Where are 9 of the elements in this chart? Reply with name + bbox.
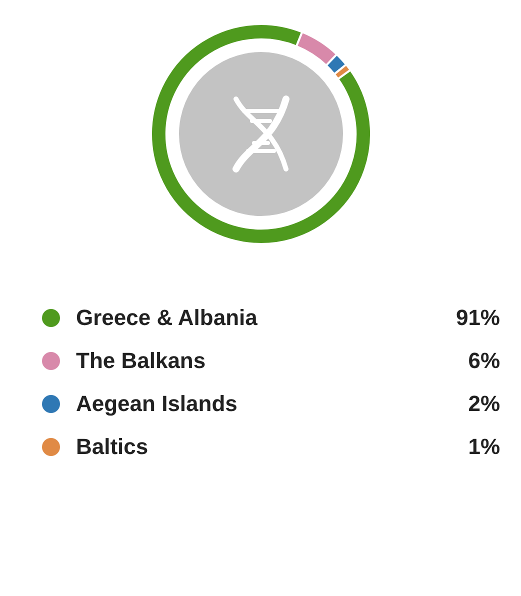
legend-label: Aegean Islands — [76, 390, 238, 416]
data-label: 2% — [468, 390, 500, 416]
legend-label: The Balkans — [76, 348, 207, 374]
legend-label: Greece & Albania — [76, 304, 258, 330]
legend-label: Baltics — [76, 434, 150, 460]
donut-slice — [150, 24, 372, 244]
data-label: 1% — [468, 434, 500, 460]
data-label: 6% — [468, 348, 500, 374]
data-label: 91% — [456, 304, 500, 330]
